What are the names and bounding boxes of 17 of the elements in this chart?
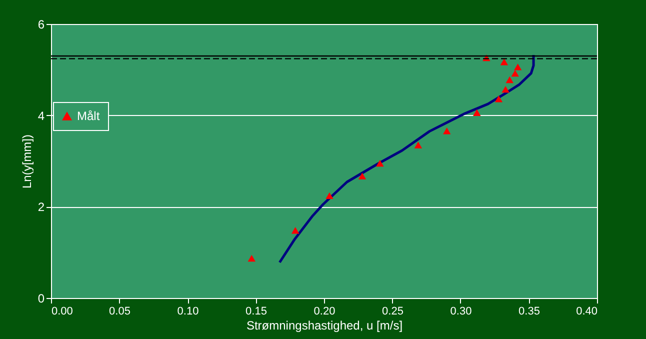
line-series — [278, 54, 535, 264]
x-axis-title: Strømningshastighed, u [m/s] — [246, 318, 403, 332]
y-tick-label: 0 — [38, 292, 45, 306]
y-axis-title: Ln(y[mm]) — [20, 134, 34, 188]
y-tick-label: 6 — [38, 18, 45, 32]
y-tick-label: 2 — [38, 200, 45, 214]
x-tick-label: 0.20 — [314, 306, 336, 318]
x-tick-label: 0.25 — [382, 306, 404, 318]
x-tick-label: 0.15 — [246, 306, 267, 318]
x-tick-label: 0.00 — [52, 306, 73, 318]
legend-label: Målt — [77, 109, 100, 123]
x-tick-label: 0.30 — [450, 306, 472, 318]
x-tick-label: 0.05 — [109, 306, 130, 318]
x-tick-label: 0.40 — [576, 306, 598, 318]
y-tick-label: 4 — [38, 108, 45, 123]
x-tick-label: 0.10 — [177, 306, 199, 318]
x-tick-label: 0.35 — [518, 306, 540, 318]
